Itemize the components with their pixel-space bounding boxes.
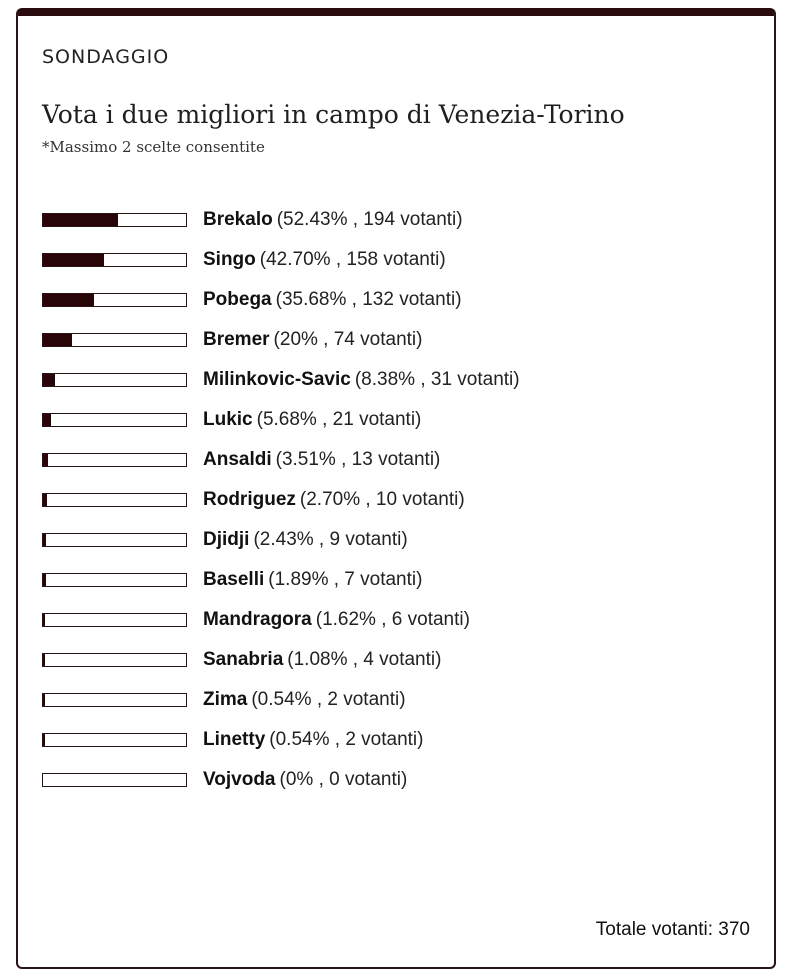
option-name: Vojvoda bbox=[203, 769, 276, 790]
result-bar-fill bbox=[43, 254, 105, 266]
result-bar bbox=[42, 413, 187, 427]
poll-option[interactable]: Sanabria (1.08% , 4 votanti) bbox=[42, 640, 762, 680]
poll-option[interactable]: Linetty (0.54% , 2 votanti) bbox=[42, 720, 762, 760]
result-bar bbox=[42, 373, 187, 387]
poll-options-list: Brekalo (52.43% , 194 votanti) Singo (42… bbox=[42, 200, 762, 800]
poll-option[interactable]: Mandragora (1.62% , 6 votanti) bbox=[42, 600, 762, 640]
option-stats: (0.54% , 2 votanti) bbox=[269, 729, 424, 750]
option-name: Pobega bbox=[203, 289, 272, 310]
poll-note: *Massimo 2 scelte consentite bbox=[42, 138, 265, 156]
option-stats: (3.51% , 13 votanti) bbox=[275, 449, 441, 470]
option-name: Singo bbox=[203, 249, 256, 270]
option-name: Rodriguez bbox=[203, 489, 296, 510]
poll-option[interactable]: Milinkovic-Savic (8.38% , 31 votanti) bbox=[42, 360, 762, 400]
option-name: Bremer bbox=[203, 329, 270, 350]
poll-card: SONDAGGIO Vota i due migliori in campo d… bbox=[16, 8, 776, 969]
poll-option[interactable]: Brekalo (52.43% , 194 votanti) bbox=[42, 200, 762, 240]
option-name: Brekalo bbox=[203, 209, 273, 230]
result-bar-fill bbox=[43, 414, 52, 426]
result-bar-fill bbox=[43, 694, 45, 706]
option-stats: (5.68% , 21 votanti) bbox=[256, 409, 422, 430]
poll-title: Vota i due migliori in campo di Venezia-… bbox=[42, 100, 625, 129]
result-bar bbox=[42, 653, 187, 667]
option-name: Sanabria bbox=[203, 649, 284, 670]
option-stats: (20% , 74 votanti) bbox=[273, 329, 423, 350]
result-bar bbox=[42, 573, 187, 587]
option-name: Mandragora bbox=[203, 609, 312, 630]
option-stats: (52.43% , 194 votanti) bbox=[276, 209, 463, 230]
option-name: Baselli bbox=[203, 569, 265, 590]
poll-option[interactable]: Zima (0.54% , 2 votanti) bbox=[42, 680, 762, 720]
result-bar-fill bbox=[43, 734, 45, 746]
poll-option[interactable]: Pobega (35.68% , 132 votanti) bbox=[42, 280, 762, 320]
result-bar-fill bbox=[43, 614, 46, 626]
result-bar bbox=[42, 213, 187, 227]
result-bar-fill bbox=[43, 654, 45, 666]
poll-option[interactable]: Bremer (20% , 74 votanti) bbox=[42, 320, 762, 360]
option-name: Ansaldi bbox=[203, 449, 272, 470]
poll-option[interactable]: Baselli (1.89% , 7 votanti) bbox=[42, 560, 762, 600]
option-stats: (0.54% , 2 votanti) bbox=[251, 689, 406, 710]
result-bar-fill bbox=[43, 494, 47, 506]
poll-option[interactable]: Ansaldi (3.51% , 13 votanti) bbox=[42, 440, 762, 480]
poll-option[interactable]: Vojvoda (0% , 0 votanti) bbox=[42, 760, 762, 800]
poll-option[interactable]: Singo (42.70% , 158 votanti) bbox=[42, 240, 762, 280]
result-bar bbox=[42, 493, 187, 507]
result-bar-fill bbox=[43, 374, 55, 386]
option-name: Lukic bbox=[203, 409, 253, 430]
option-stats: (0% , 0 votanti) bbox=[279, 769, 408, 790]
option-name: Linetty bbox=[203, 729, 266, 750]
option-stats: (1.08% , 4 votanti) bbox=[287, 649, 442, 670]
result-bar bbox=[42, 453, 187, 467]
result-bar-fill bbox=[43, 294, 95, 306]
result-bar bbox=[42, 293, 187, 307]
result-bar bbox=[42, 333, 187, 347]
result-bar bbox=[42, 733, 187, 747]
option-stats: (2.43% , 9 votanti) bbox=[253, 529, 408, 550]
poll-option[interactable]: Rodriguez (2.70% , 10 votanti) bbox=[42, 480, 762, 520]
result-bar-fill bbox=[43, 574, 46, 586]
poll-kicker: SONDAGGIO bbox=[42, 46, 170, 68]
result-bar-fill bbox=[43, 334, 72, 346]
option-stats: (2.70% , 10 votanti) bbox=[299, 489, 465, 510]
result-bar bbox=[42, 693, 187, 707]
option-name: Djidji bbox=[203, 529, 250, 550]
result-bar-fill bbox=[43, 454, 49, 466]
option-name: Milinkovic-Savic bbox=[203, 369, 351, 390]
option-stats: (1.62% , 6 votanti) bbox=[315, 609, 470, 630]
option-stats: (42.70% , 158 votanti) bbox=[259, 249, 446, 270]
result-bar-fill bbox=[43, 534, 47, 546]
result-bar bbox=[42, 773, 187, 787]
option-stats: (35.68% , 132 votanti) bbox=[275, 289, 462, 310]
poll-option[interactable]: Lukic (5.68% , 21 votanti) bbox=[42, 400, 762, 440]
result-bar bbox=[42, 533, 187, 547]
option-stats: (8.38% , 31 votanti) bbox=[354, 369, 520, 390]
result-bar bbox=[42, 253, 187, 267]
option-name: Zima bbox=[203, 689, 248, 710]
poll-option[interactable]: Djidji (2.43% , 9 votanti) bbox=[42, 520, 762, 560]
result-bar bbox=[42, 613, 187, 627]
option-stats: (1.89% , 7 votanti) bbox=[268, 569, 423, 590]
result-bar-fill bbox=[43, 214, 118, 226]
total-voters: Totale votanti: 370 bbox=[595, 919, 750, 940]
